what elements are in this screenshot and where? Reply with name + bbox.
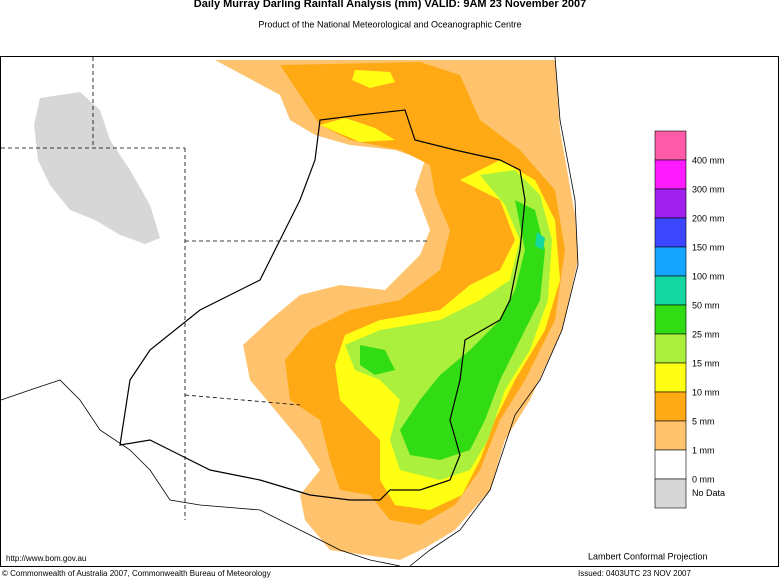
- map-title: Daily Murray Darling Rainfall Analysis (…: [194, 0, 586, 10]
- coastline: [0, 56, 579, 567]
- legend-label: 25 mm: [692, 329, 720, 339]
- legend-swatch: [654, 333, 687, 364]
- source-url: http://www.bom.gov.au: [6, 554, 86, 563]
- legend-label: 400 mm: [692, 155, 725, 165]
- rain-15mm: [345, 170, 552, 480]
- rain-50mm: [535, 232, 545, 250]
- legend-swatch: [654, 449, 687, 480]
- issued-time: Issued: 0403UTC 23 NOV 2007: [578, 569, 692, 578]
- legend-label: 300 mm: [692, 184, 725, 194]
- legend-swatch: [654, 391, 687, 422]
- legend-swatch: [654, 217, 687, 248]
- copyright: © Commonwealth of Australia 2007, Common…: [2, 569, 271, 578]
- basin-outline: [119, 109, 526, 501]
- projection-note: Lambert Conformal Projection: [588, 551, 708, 561]
- legend-label: 10 mm: [692, 387, 720, 397]
- legend-label: 150 mm: [692, 242, 725, 252]
- legend-label: 5 mm: [692, 416, 715, 426]
- map-subtitle: Product of the National Meteorological a…: [258, 19, 521, 29]
- legend-swatch: [654, 275, 687, 306]
- legend-swatch: [654, 130, 687, 161]
- legend-swatch: [654, 188, 687, 219]
- legend-swatch: [654, 159, 687, 190]
- no-data-area: [34, 92, 160, 244]
- legend-label: 200 mm: [692, 213, 725, 223]
- legend-label: 0 mm: [692, 474, 715, 484]
- legend-swatch: [654, 362, 687, 393]
- legend-swatch: [654, 304, 687, 335]
- legend-label: No Data: [692, 488, 725, 498]
- legend-label: 100 mm: [692, 271, 725, 281]
- map: [0, 56, 779, 567]
- legend-swatch: [654, 246, 687, 277]
- legend: 400 mm 300 mm 200 mm 150 mm 100 mm 50 mm 25 mm…: [654, 130, 725, 509]
- legend-swatch: [654, 478, 687, 509]
- legend-swatch: [654, 420, 687, 451]
- legend-label: 50 mm: [692, 300, 720, 310]
- legend-label: 15 mm: [692, 358, 720, 368]
- legend-label: 1 mm: [692, 445, 715, 455]
